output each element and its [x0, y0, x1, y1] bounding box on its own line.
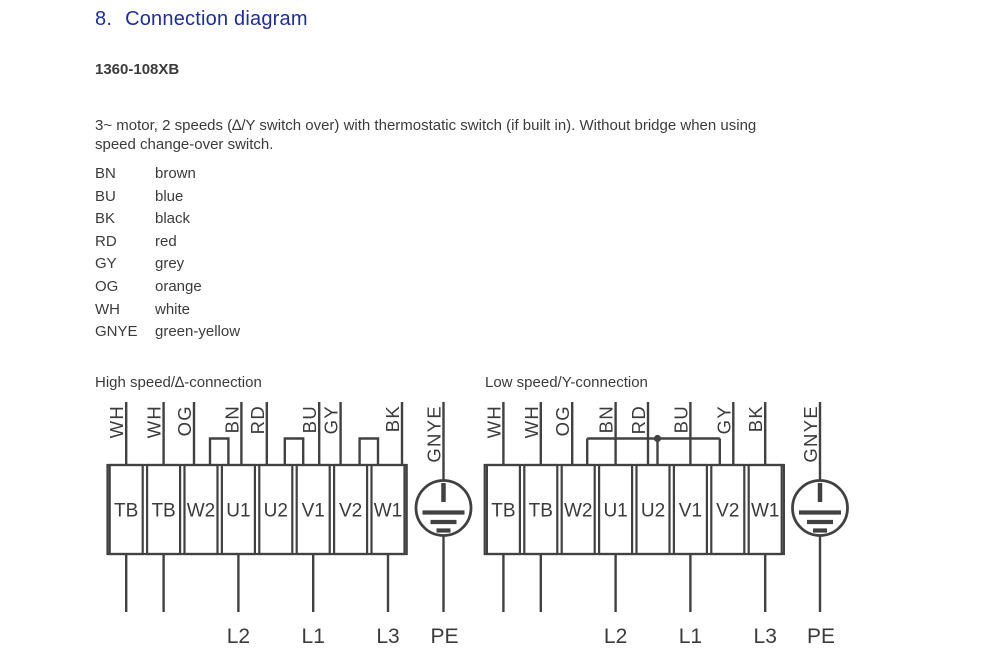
supply-line-label: L3	[754, 625, 777, 648]
terminal-label: W1	[374, 501, 403, 522]
diagram-heading-high-speed: High speed/∆-connection	[95, 374, 262, 391]
wire-color-label: WH	[483, 405, 504, 438]
supply-line-label: L2	[227, 625, 250, 648]
legend-row: BN brown	[95, 163, 240, 186]
terminal-label: U2	[264, 501, 288, 522]
terminal-cell	[183, 463, 219, 556]
wire-color-label: WH	[521, 405, 542, 438]
wire-color-legend: BN brown BU blue BK black RD red GY grey OG orange W…	[95, 163, 240, 344]
legend-row: BU blue	[95, 186, 240, 209]
legend-row: RD red	[95, 231, 240, 254]
model-number: 1360-108XB	[95, 61, 180, 78]
legend-row: BK black	[95, 208, 240, 231]
legend-row: GNYE green-yellow	[95, 321, 240, 344]
terminal-label: W2	[187, 501, 216, 522]
page-title: 8. Connection diagram	[95, 7, 308, 31]
wire-color-label: RD	[247, 405, 268, 434]
terminal-label: U1	[226, 501, 250, 522]
terminal-block-outline	[483, 463, 786, 556]
terminal-label: U1	[603, 501, 627, 522]
pe-label: PE	[807, 625, 835, 648]
delta-bridge	[358, 437, 380, 466]
wire-color-label: BN	[221, 405, 242, 433]
legend-color-name: red	[155, 232, 177, 250]
legend-color-code: GNYE	[95, 323, 138, 341]
wire-color-label: BU	[670, 405, 691, 433]
pe-label: PE	[430, 625, 458, 648]
delta-bridge	[208, 437, 230, 466]
legend-row: GY grey	[95, 253, 240, 276]
terminal-cell	[333, 463, 369, 556]
delta-bridge	[283, 437, 305, 466]
legend-color-name: green-yellow	[155, 323, 241, 341]
legend-color-name: brown	[155, 165, 196, 182]
wire-color-label: BK	[382, 405, 403, 432]
earth-wire-color-label: GNYE	[800, 405, 821, 463]
wire-color-label: GY	[713, 405, 734, 434]
terminal-label: U2	[641, 501, 665, 522]
wire-color-label: GY	[321, 405, 342, 434]
earth-symbol-icon	[414, 479, 473, 537]
legend-color-code: BU	[95, 187, 116, 205]
junction-dot	[653, 434, 662, 443]
wire-color-label: OG	[552, 405, 573, 436]
star-bridge-bus	[586, 437, 721, 466]
diagram-low-speed-y: TB TB W2 U1 U2 V1 V2 W1 WH WH OG BN RD BU GY BK L2 L1 L3 GN…	[483, 402, 849, 648]
legend-row: OG orange	[95, 276, 240, 299]
earth-symbol-icon	[791, 479, 849, 537]
legend-color-code: GY	[95, 255, 117, 273]
terminal-block-outline	[106, 463, 408, 556]
legend-color-code: RD	[95, 232, 117, 250]
wire-color-label: BN	[596, 405, 617, 433]
legend-row: WH white	[95, 299, 240, 322]
earth-branch: GNYE PE	[791, 402, 849, 648]
supply-line-label: L3	[376, 625, 399, 648]
earth-wire-color-label: GNYE	[424, 405, 445, 463]
legend-color-name: grey	[155, 255, 185, 273]
terminal-cell	[258, 463, 294, 556]
terminal-cell	[710, 463, 746, 556]
legend-color-name: white	[155, 300, 191, 318]
terminal-label: V1	[679, 501, 702, 522]
section-number: 8.	[95, 8, 113, 30]
section-title-text: Connection diagram	[125, 8, 308, 30]
terminal-label: V1	[302, 501, 325, 522]
terminal-label: V2	[716, 501, 739, 522]
diagram-heading-low-speed: Low speed/Y-connection	[485, 374, 648, 391]
wire-color-label: WH	[106, 405, 127, 438]
wire-color-label: BU	[299, 405, 320, 433]
legend-color-code: WH	[95, 300, 120, 318]
legend-color-name: black	[155, 210, 191, 228]
supply-line-label: L1	[679, 625, 702, 648]
diagram-high-speed-delta: TB TB W2 U1 U2 V1 V2 W1 WH WH OG BN RD BU GY BK L2 L1 L3 GN…	[106, 402, 473, 648]
legend-color-code: BN	[95, 165, 116, 182]
supply-line-label: L2	[604, 625, 627, 648]
legend-color-name: orange	[155, 277, 202, 295]
wire-color-label: OG	[174, 405, 195, 436]
terminal-label: TB	[491, 501, 515, 522]
terminal-label: V2	[339, 501, 362, 522]
terminal-label: TB	[151, 501, 175, 522]
description-text: 3~ motor, 2 speeds (∆/Y switch over) wit…	[95, 117, 757, 153]
wire-color-label: RD	[628, 405, 649, 434]
top-wires	[502, 402, 767, 466]
terminal-cell	[635, 463, 671, 556]
top-wires	[124, 402, 404, 466]
bottom-wires	[124, 553, 390, 612]
earth-branch: GNYE PE	[414, 402, 473, 648]
wire-color-label: WH	[144, 405, 165, 438]
terminal-cell	[560, 463, 596, 556]
supply-line-label: L1	[302, 625, 325, 648]
terminal-label: TB	[114, 501, 138, 522]
legend-color-code: BK	[95, 210, 116, 228]
legend-color-code: OG	[95, 277, 119, 295]
wire-color-label: BK	[745, 405, 766, 432]
terminal-label: W2	[564, 501, 593, 522]
terminal-label: W1	[751, 501, 780, 522]
bottom-wires	[502, 553, 767, 612]
terminal-label: TB	[529, 501, 553, 522]
legend-color-name: blue	[155, 187, 184, 205]
